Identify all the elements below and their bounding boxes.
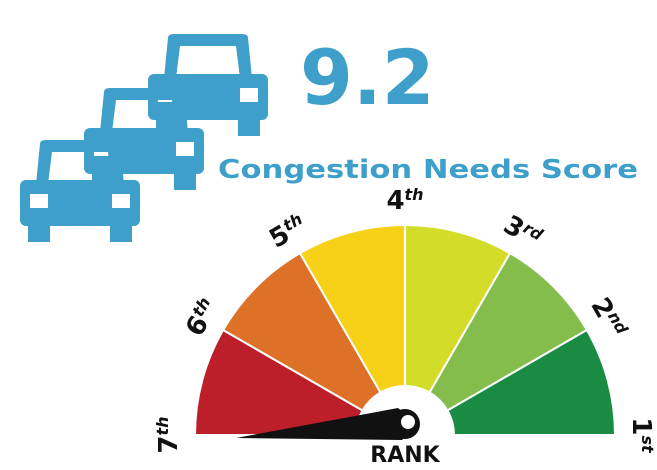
score-label: Congestion Needs Score (218, 155, 638, 185)
gauge-segment (298, 223, 406, 439)
gauge-segment (401, 328, 617, 436)
gauge-segment (193, 328, 409, 436)
needle-dot (401, 415, 415, 429)
gauge-needle (236, 408, 418, 440)
rank-tick-label: 5th (264, 209, 312, 254)
rank-suffix: th (153, 416, 172, 435)
rank-label: RANK (370, 443, 440, 468)
rank-number: 7 (154, 435, 184, 453)
rank-tick-label: 2nd (584, 292, 632, 343)
rank-number: 1 (626, 417, 656, 435)
car-icon (148, 34, 268, 136)
rank-tick-label: 7th (153, 416, 184, 453)
rank-tick-label: 4th (386, 185, 423, 216)
rank-number: 4 (386, 186, 404, 216)
rank-tick-label: 3rd (498, 209, 546, 255)
score-value: 9.2 (300, 33, 435, 122)
gauge-segment (404, 223, 512, 439)
gauge-segment (402, 251, 589, 438)
rank-suffix: th (405, 185, 424, 204)
car-icons (20, 34, 268, 242)
rank-tick-label: 1st (626, 417, 657, 454)
rank-tick-label: 6th (179, 294, 224, 342)
rank-suffix: st (638, 435, 657, 454)
gauge-segment (221, 251, 408, 438)
